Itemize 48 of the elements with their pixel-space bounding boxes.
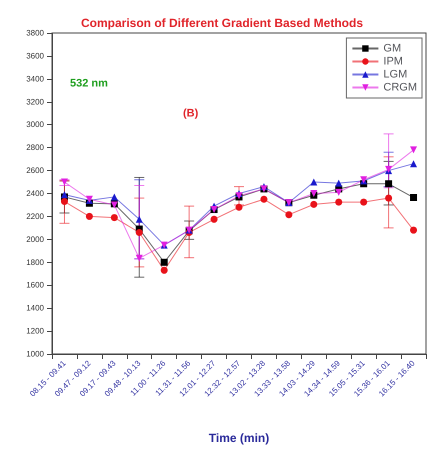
point <box>385 194 392 202</box>
point <box>410 160 418 168</box>
annotation: 532 nm <box>70 78 108 90</box>
point <box>285 211 292 218</box>
point <box>410 146 418 154</box>
point <box>335 180 342 187</box>
legend-label: CRGM <box>383 82 417 94</box>
y-tick-label: 1800 <box>26 258 45 267</box>
point <box>110 214 118 222</box>
annotation: (B) <box>183 108 199 120</box>
y-tick-label: 2800 <box>26 143 45 152</box>
y-tick-label: 2400 <box>26 189 45 198</box>
point <box>260 196 268 203</box>
point <box>410 194 418 202</box>
point <box>160 266 168 274</box>
point <box>360 198 368 206</box>
y-tick-label: 3000 <box>26 120 45 130</box>
y-tick-label: 2000 <box>26 234 45 244</box>
y-tick-label: 2200 <box>26 212 45 221</box>
legend-label: LGM <box>383 68 408 80</box>
point <box>110 193 118 200</box>
y-tick-label: 1400 <box>26 304 45 313</box>
y-tick-label: 1000 <box>26 350 45 358</box>
y-tick-label: 2600 <box>26 166 45 176</box>
point <box>210 216 218 223</box>
y-tick-label: 3600 <box>26 51 45 60</box>
point <box>310 200 318 208</box>
point <box>335 188 342 196</box>
point <box>160 258 168 266</box>
y-tick-label: 1200 <box>26 326 45 336</box>
point <box>60 198 68 206</box>
legend-label: GM <box>383 42 402 54</box>
y-tick-label: 3400 <box>26 74 45 84</box>
chart-title: Comparison of Different Gradient Based Methods <box>80 16 364 30</box>
y-tick-label: 3800 <box>26 28 45 38</box>
point <box>410 226 418 234</box>
legend-label: IPM <box>383 56 403 68</box>
point <box>136 216 143 223</box>
y-tick-label: 3200 <box>26 97 45 106</box>
x-axis-title: Time (min) <box>208 431 270 445</box>
point <box>310 178 318 186</box>
point <box>236 204 242 211</box>
point <box>86 212 93 220</box>
point <box>385 180 392 188</box>
y-tick-label: 1600 <box>26 280 45 290</box>
point <box>136 228 143 236</box>
point <box>136 254 143 262</box>
point <box>335 198 342 206</box>
